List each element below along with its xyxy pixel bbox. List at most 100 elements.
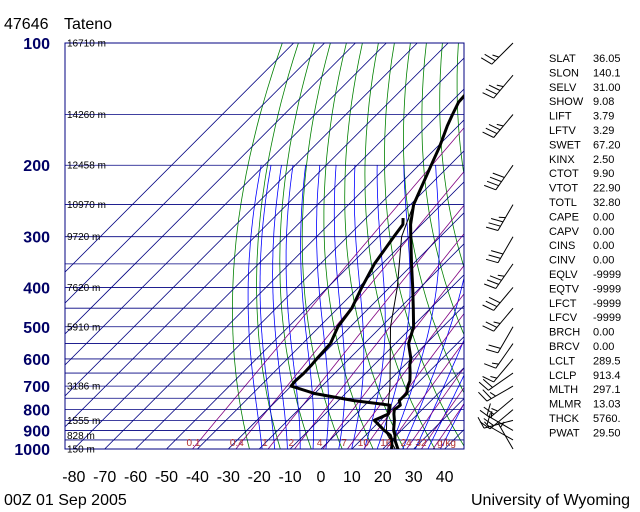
index-value: 13.03 (593, 399, 621, 411)
wind-barb (482, 307, 514, 332)
index-label: LCLP (549, 370, 577, 382)
index-label: MLMR (549, 399, 581, 411)
index-value: 0.00 (593, 255, 614, 267)
temperature-tick-label: 10 (343, 469, 361, 486)
index-label: SLAT (549, 53, 576, 65)
temperature-tick-label: 0 (317, 469, 326, 486)
wind-barb-feather (484, 363, 496, 369)
index-label: TOTL (549, 197, 577, 209)
index-label: CINV (549, 255, 576, 267)
mixing-ratio-labels: 0.1 0.4 1 2 4 7 10 16 24 32 g/kg (187, 438, 457, 449)
wind-barb-feather (480, 57, 493, 65)
mixing-ratio-label: 0.4 (230, 438, 244, 449)
isotherm (65, 43, 325, 304)
isotherm (65, 43, 387, 366)
wind-barb (484, 343, 514, 369)
mixing-ratio-label: 4 (317, 438, 323, 449)
pressure-tick-label: 200 (23, 158, 50, 175)
height-label: 10970 m (67, 200, 106, 211)
wind-barb (485, 204, 514, 231)
mixing-ratio-line (432, 403, 464, 449)
index-label: CTOT (549, 168, 579, 180)
pressure-tick-label: 300 (23, 230, 50, 247)
temperature-tick-label: 40 (436, 469, 454, 486)
wind-barb-staff (486, 414, 514, 431)
wind-barb-feather (479, 409, 491, 419)
mixing-ratio-line (346, 293, 464, 449)
index-label: SHOW (549, 96, 584, 108)
index-label: BRCH (549, 327, 580, 339)
wind-barb-feather (482, 376, 494, 383)
dew-point-profile (289, 218, 405, 449)
height-label: 7620 m (67, 283, 100, 294)
height-labels: 16710 m 14260 m 12458 m 10970 m 9720 m 7620 m… (67, 39, 106, 456)
index-value: 140.1 (593, 67, 621, 79)
station-name: Tateno (64, 16, 112, 33)
index-label: CAPE (549, 211, 579, 223)
wind-barb-feather (490, 218, 504, 223)
wind-barb-feather (485, 300, 498, 308)
index-value: 9.08 (593, 96, 614, 108)
wind-barb-feather (485, 258, 499, 264)
moist-adiabat (300, 165, 315, 449)
wind-barb-feather (482, 131, 494, 138)
wind-barb (482, 114, 514, 138)
moist-adiabat (259, 165, 276, 449)
wind-barb-feather (488, 296, 501, 304)
index-label: SELV (549, 82, 577, 94)
moist-adiabat (402, 276, 464, 449)
index-value: 2.50 (593, 154, 614, 166)
index-value: 0.00 (593, 226, 614, 238)
wind-barb-feather (497, 274, 505, 277)
index-label: THCK (549, 413, 580, 425)
wind-barb-feather (489, 275, 502, 281)
height-label: 16710 m (67, 39, 106, 50)
mixing-ratio-label: 10 (358, 438, 370, 449)
wind-barb-feather (482, 304, 494, 311)
wind-barb-feather (482, 325, 494, 332)
mixing-ratio-label: 1 (262, 438, 268, 449)
temperature-tick-label: 30 (405, 469, 423, 486)
plot-frame (64, 42, 465, 450)
index-value: 31.00 (593, 82, 621, 94)
wind-barb-staff (488, 372, 514, 391)
wind-barb (478, 385, 514, 402)
mixing-ratio-label: 2 (289, 438, 295, 449)
height-label: 3186 m (67, 382, 100, 393)
pressure-tick-label: 900 (23, 423, 50, 440)
index-label: SWET (549, 139, 581, 151)
index-label: EQLV (549, 269, 578, 281)
isotherm (289, 274, 464, 449)
index-label: VTOT (549, 183, 578, 195)
mixing-ratio-line (385, 341, 464, 449)
wind-barb-staff (489, 409, 514, 430)
dry-adiabat (421, 43, 464, 336)
dry-adiabat (323, 43, 374, 449)
wind-barb-feather (483, 406, 495, 415)
index-label: PWAT (549, 427, 580, 439)
temperature-tick-label: -60 (124, 469, 147, 486)
dry-adiabat (364, 43, 436, 449)
pressure-axis: 100 200 300 400 500 600 700 800 900 1000 (14, 36, 50, 459)
moist-adiabat (414, 338, 464, 449)
credit-label: University of Wyoming (471, 492, 630, 509)
index-value: 22.90 (593, 183, 621, 195)
moist-adiabat (439, 402, 464, 449)
wind-barb-feather (485, 88, 498, 95)
index-label: CINS (549, 240, 575, 252)
temperature-tick-label: -40 (186, 469, 209, 486)
index-label: EQTV (549, 283, 580, 295)
moist-adiabat (272, 165, 288, 449)
index-label: LFCT (549, 298, 577, 310)
isotherm (65, 43, 294, 273)
pressure-tick-label: 700 (23, 379, 50, 396)
wind-barb-feather (486, 180, 499, 187)
wind-barb-staff (493, 307, 514, 332)
wind-barb-feather (484, 53, 496, 62)
isotherm (65, 43, 449, 428)
temperature-tick-label: -30 (217, 469, 240, 486)
dry-adiabat (439, 43, 464, 269)
mixing-ratio-line (322, 264, 464, 449)
isotherm (258, 243, 464, 449)
dry-adiabat (619, 43, 640, 458)
